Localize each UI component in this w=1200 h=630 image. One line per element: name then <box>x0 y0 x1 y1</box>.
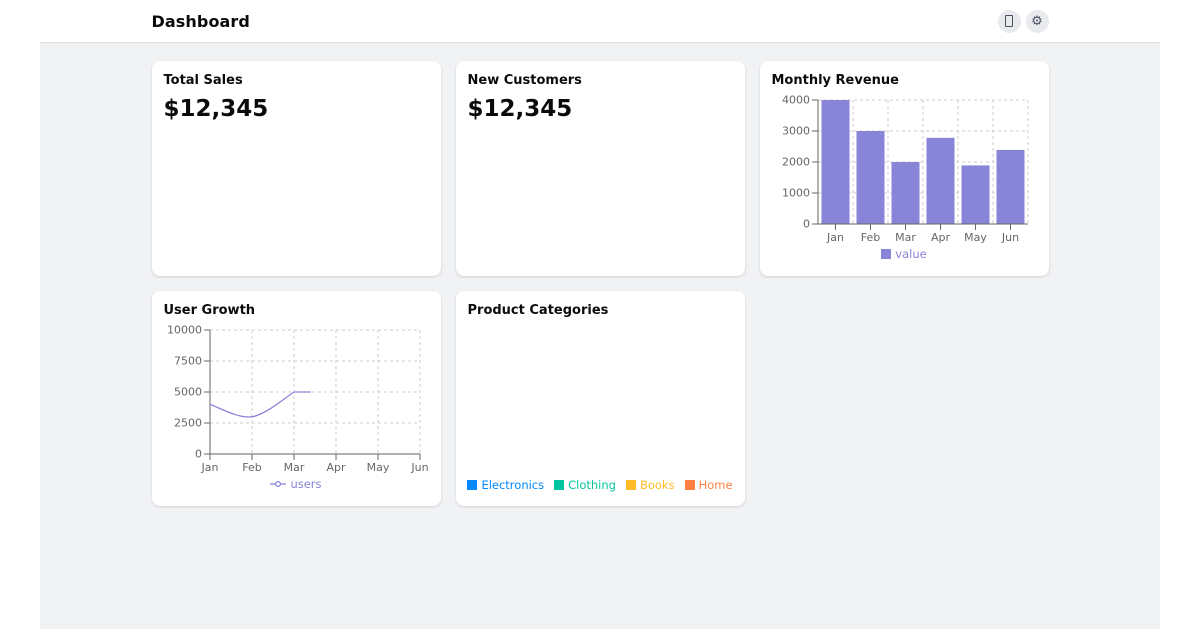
settings-button[interactable] <box>1025 9 1049 33</box>
legend-label: Home <box>698 478 733 492</box>
y-axis-tick-label: 10000 <box>167 324 202 337</box>
x-axis-tick-label: Apr <box>930 231 950 244</box>
main-content: Total Sales $12,345 New Customers $12,34… <box>40 42 1160 629</box>
y-axis-tick-label: 0 <box>803 218 810 231</box>
line-chart-svg: 0 2500 5000 7500 10000 Jan Feb Mar Apr May Jun <box>167 324 429 475</box>
bar-Feb <box>856 131 884 224</box>
y-axis-tick-label: 5000 <box>174 386 202 399</box>
bar-Jan <box>821 100 849 224</box>
legend-label: users <box>290 477 322 491</box>
legend-square-icon <box>554 480 565 490</box>
legend-item-home: Home <box>684 478 733 492</box>
legend-square-icon <box>684 480 695 490</box>
monthly-revenue-title: Monthly Revenue <box>771 73 900 88</box>
x-axis-tick-label: Jun <box>1000 231 1018 244</box>
legend-item-users: users <box>270 477 322 491</box>
y-axis-tick-label: 3000 <box>782 125 810 138</box>
bar-Jun <box>996 149 1024 224</box>
y-axis-tick-label: 7500 <box>174 355 202 368</box>
legend-label: Books <box>639 478 675 492</box>
legend-label: value <box>895 247 927 261</box>
x-axis-tick-label: Jun <box>410 461 428 474</box>
x-axis-tick-label: Mar <box>895 231 916 244</box>
legend-item-clothing: Clothing <box>554 478 616 492</box>
legend-item-books: Books <box>625 478 675 492</box>
legend-item-value: value <box>881 247 927 261</box>
monthly-revenue-legend: value <box>772 247 1037 261</box>
pie-chart-area <box>468 324 733 477</box>
bar-Apr <box>926 137 954 224</box>
cards-grid: Total Sales $12,345 New Customers $12,34… <box>151 61 1049 506</box>
users-line-series <box>209 391 311 418</box>
notifications-button[interactable] <box>997 9 1021 33</box>
x-axis-tick-label: Feb <box>242 461 261 474</box>
header-actions <box>997 9 1049 33</box>
notifications-icon <box>1005 15 1013 27</box>
legend-line-icon <box>270 480 287 488</box>
bar-Mar <box>891 162 919 224</box>
x-axis-tick-label: Mar <box>283 461 304 474</box>
product-categories-legend: Electronics Clothing Books Home <box>467 478 733 492</box>
user-growth-line-chart: 0 2500 5000 7500 10000 Jan Feb Mar Apr May Jun <box>164 324 430 476</box>
bar-May <box>961 165 989 224</box>
y-axis-tick-label: 1000 <box>782 187 810 200</box>
x-axis-tick-label: Feb <box>860 231 879 244</box>
card-product-categories: Product Categories Electronics Clothing Bo… <box>455 291 745 506</box>
gear-icon <box>1031 15 1043 28</box>
x-axis-tick-label: Apr <box>326 461 346 474</box>
legend-square-icon <box>881 249 892 259</box>
card-new-customers: New Customers $12,345 <box>455 61 745 276</box>
page-title: Dashboard <box>151 11 250 31</box>
legend-square-icon <box>467 480 478 490</box>
x-axis-tick-label: May <box>366 461 389 474</box>
header: Dashboard <box>0 0 1200 42</box>
x-axis-tick-label: May <box>964 231 987 244</box>
y-axis-tick-label: 2000 <box>782 156 810 169</box>
user-growth-title: User Growth <box>163 303 256 318</box>
total-sales-value: $12,345 <box>163 96 269 122</box>
y-axis-tick-label: 2500 <box>174 417 202 430</box>
x-axis-tick-label: Jan <box>200 461 218 474</box>
legend-label: Clothing <box>568 478 616 492</box>
legend-square-icon <box>625 480 636 490</box>
y-axis-tick-label: 4000 <box>782 94 810 107</box>
card-total-sales: Total Sales $12,345 <box>151 61 441 276</box>
bar-chart-svg: 0 1000 2000 3000 4000 Jan Feb Mar Apr May Jun <box>782 94 1028 244</box>
user-growth-legend: users <box>164 477 429 491</box>
x-axis-tick-label: Jan <box>826 231 844 244</box>
total-sales-title: Total Sales <box>163 73 243 88</box>
product-categories-title: Product Categories <box>467 303 609 318</box>
card-user-growth: User Growth 0 2500 5000 7500 10000 Jan Feb Mar A… <box>151 291 441 506</box>
monthly-revenue-bar-chart: 0 1000 2000 3000 4000 Jan Feb Mar Apr May Jun <box>772 94 1038 246</box>
y-axis-tick-label: 0 <box>195 448 202 461</box>
card-monthly-revenue: Monthly Revenue 0 1000 2000 3000 4000 Jan Feb M… <box>759 61 1049 276</box>
new-customers-title: New Customers <box>467 73 582 88</box>
legend-label: Electronics <box>481 478 545 492</box>
new-customers-value: $12,345 <box>467 96 573 122</box>
legend-item-electronics: Electronics <box>467 478 544 492</box>
